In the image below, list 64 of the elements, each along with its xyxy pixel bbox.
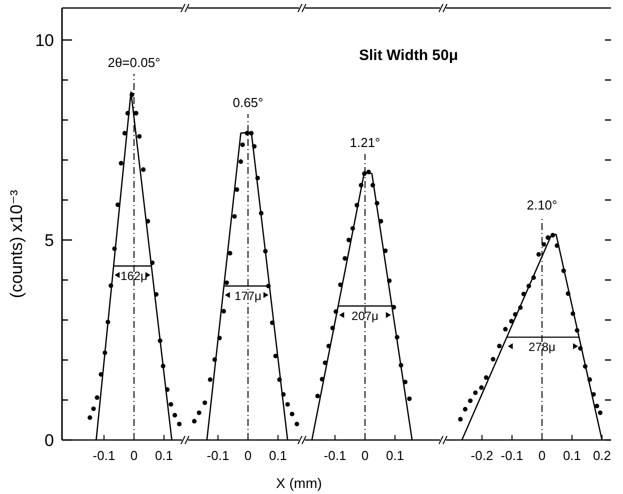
x-tick-label: -0.1 (324, 448, 346, 463)
annotation: 207μ (352, 309, 379, 323)
point (168, 402, 174, 407)
x-tick-label: 0 (244, 448, 252, 463)
point (118, 160, 124, 166)
x-tick-label: 0 (130, 448, 138, 463)
annotation: 278μ (528, 340, 556, 354)
point (497, 344, 502, 348)
point (484, 375, 488, 380)
point (290, 412, 294, 416)
point (88, 415, 92, 420)
point (228, 250, 232, 256)
point (91, 406, 96, 412)
point (503, 326, 508, 332)
point (232, 214, 237, 219)
point (594, 404, 600, 408)
point (315, 394, 320, 398)
x-tick-label: 0 (538, 448, 546, 463)
x-tick-label: 0.2 (592, 448, 612, 463)
point (137, 134, 142, 139)
x-tick-label: 0.1 (154, 448, 174, 463)
annotation: 1.21° (350, 135, 380, 150)
point (141, 167, 146, 172)
point (542, 242, 546, 247)
x-tick-label: 0.1 (268, 448, 288, 463)
y-tick-label: 0 (44, 431, 54, 450)
x-tick-label: 0.1 (562, 448, 582, 463)
point (240, 142, 245, 148)
x-axis-title: X (mm) (276, 475, 322, 491)
x-tick-label: -0.2 (470, 448, 494, 463)
x-tick-label: -0.1 (206, 448, 230, 463)
point (192, 418, 197, 424)
point (342, 256, 348, 261)
y-tick-label: 10 (35, 31, 54, 50)
point (196, 410, 202, 416)
point (479, 385, 484, 390)
x-tick-label: -0.1 (92, 448, 116, 463)
y-axis-title: (counts) x10⁻³ (7, 190, 26, 298)
point (202, 400, 208, 406)
x-tick-label: 0.1 (386, 448, 404, 463)
annotation: 2.10° (526, 197, 558, 212)
point (294, 422, 300, 426)
point (238, 159, 244, 164)
point (490, 356, 496, 362)
x-tick-label: -0.1 (500, 448, 524, 463)
point (221, 308, 226, 314)
point (473, 390, 478, 396)
point (172, 412, 178, 418)
y-tick-label: 5 (44, 231, 54, 250)
point (224, 280, 229, 286)
point (462, 406, 468, 412)
point (208, 377, 212, 382)
point (285, 402, 290, 407)
point (458, 416, 463, 422)
x-tick-label: 0 (361, 448, 369, 463)
point (94, 395, 100, 400)
annotation: 0.65° (232, 95, 264, 110)
point (468, 398, 473, 404)
point (407, 396, 412, 402)
point (177, 422, 182, 426)
annotation: Slit Width 50μ (359, 47, 458, 64)
point (598, 410, 602, 416)
point (536, 252, 541, 257)
annotation: 2θ=0.05° (108, 55, 160, 70)
